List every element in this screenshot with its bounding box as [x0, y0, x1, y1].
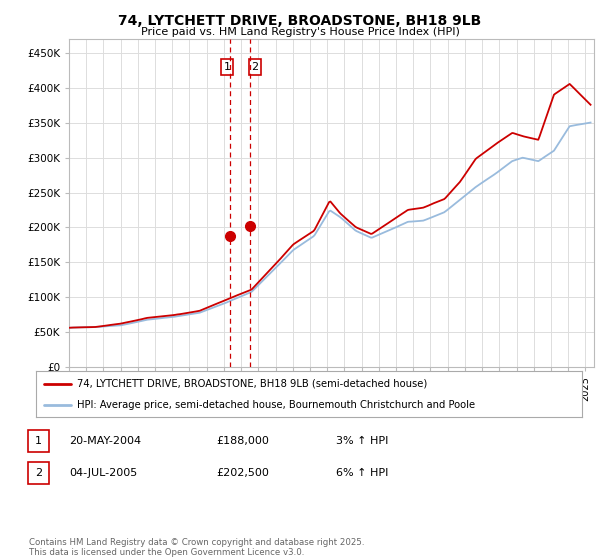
Text: 1: 1	[224, 62, 230, 72]
Text: Contains HM Land Registry data © Crown copyright and database right 2025.
This d: Contains HM Land Registry data © Crown c…	[29, 538, 364, 557]
Text: 3% ↑ HPI: 3% ↑ HPI	[336, 436, 388, 446]
Text: £202,500: £202,500	[216, 468, 269, 478]
Text: 04-JUL-2005: 04-JUL-2005	[69, 468, 137, 478]
Text: £188,000: £188,000	[216, 436, 269, 446]
Text: HPI: Average price, semi-detached house, Bournemouth Christchurch and Poole: HPI: Average price, semi-detached house,…	[77, 400, 475, 410]
Text: 1: 1	[35, 436, 42, 446]
Text: 74, LYTCHETT DRIVE, BROADSTONE, BH18 9LB (semi-detached house): 74, LYTCHETT DRIVE, BROADSTONE, BH18 9LB…	[77, 379, 427, 389]
Text: 2: 2	[35, 468, 42, 478]
Text: Price paid vs. HM Land Registry's House Price Index (HPI): Price paid vs. HM Land Registry's House …	[140, 27, 460, 37]
Text: 20-MAY-2004: 20-MAY-2004	[69, 436, 141, 446]
Text: 74, LYTCHETT DRIVE, BROADSTONE, BH18 9LB: 74, LYTCHETT DRIVE, BROADSTONE, BH18 9LB	[118, 14, 482, 28]
Text: 2: 2	[251, 62, 259, 72]
Text: 6% ↑ HPI: 6% ↑ HPI	[336, 468, 388, 478]
